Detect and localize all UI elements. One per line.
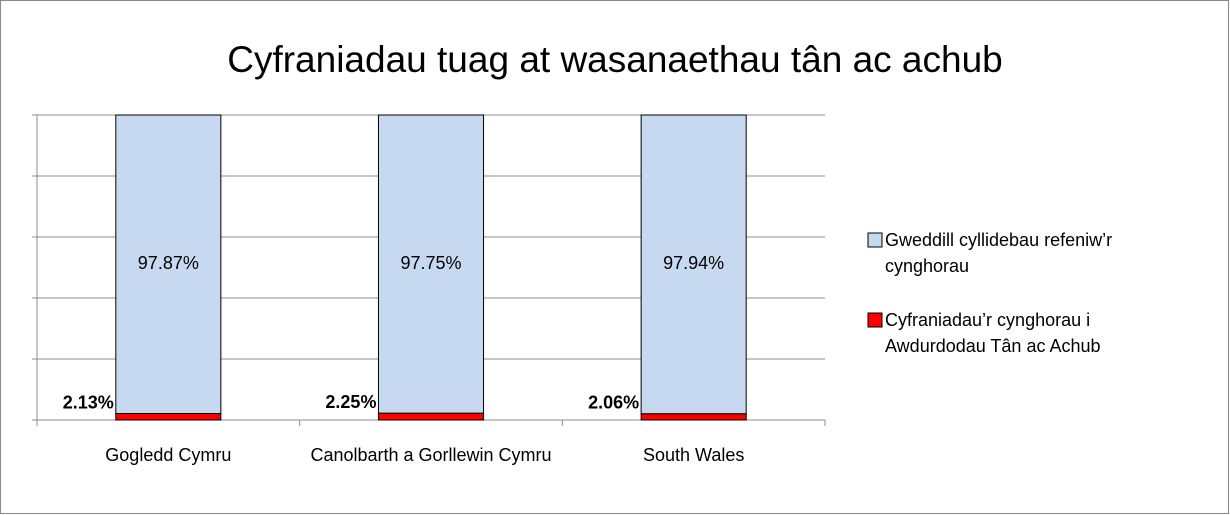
chart-title: Cyfraniadau tuag at wasanaethau tân ac a… — [227, 39, 1003, 80]
data-label: 97.87% — [138, 253, 199, 273]
data-label: 2.13% — [63, 392, 114, 412]
x-tick-label: Gogledd Cymru — [105, 445, 232, 465]
legend-swatch — [867, 312, 883, 328]
legend-swatch — [867, 232, 883, 248]
bar-segment — [115, 114, 222, 415]
data-label: 2.25% — [325, 392, 376, 412]
bar-segment — [115, 413, 222, 421]
bar-segment — [640, 114, 747, 415]
bar-segment — [377, 114, 485, 414]
legend-label: Gweddill cyllidebau refeniw’r cynghorau — [885, 230, 1113, 276]
bar-segment — [640, 413, 747, 421]
data-label: 97.75% — [400, 253, 461, 273]
data-label: 97.94% — [663, 253, 724, 273]
x-tick-label: South Wales — [642, 445, 745, 465]
bar-segment — [377, 412, 485, 421]
data-label: 2.06% — [588, 392, 639, 412]
x-tick-label: Canolbarth a Gorllewin Cymru — [310, 445, 552, 465]
legend-label: Cyfraniadau’r cynghorau i Awdurdodau Tân… — [885, 310, 1101, 356]
